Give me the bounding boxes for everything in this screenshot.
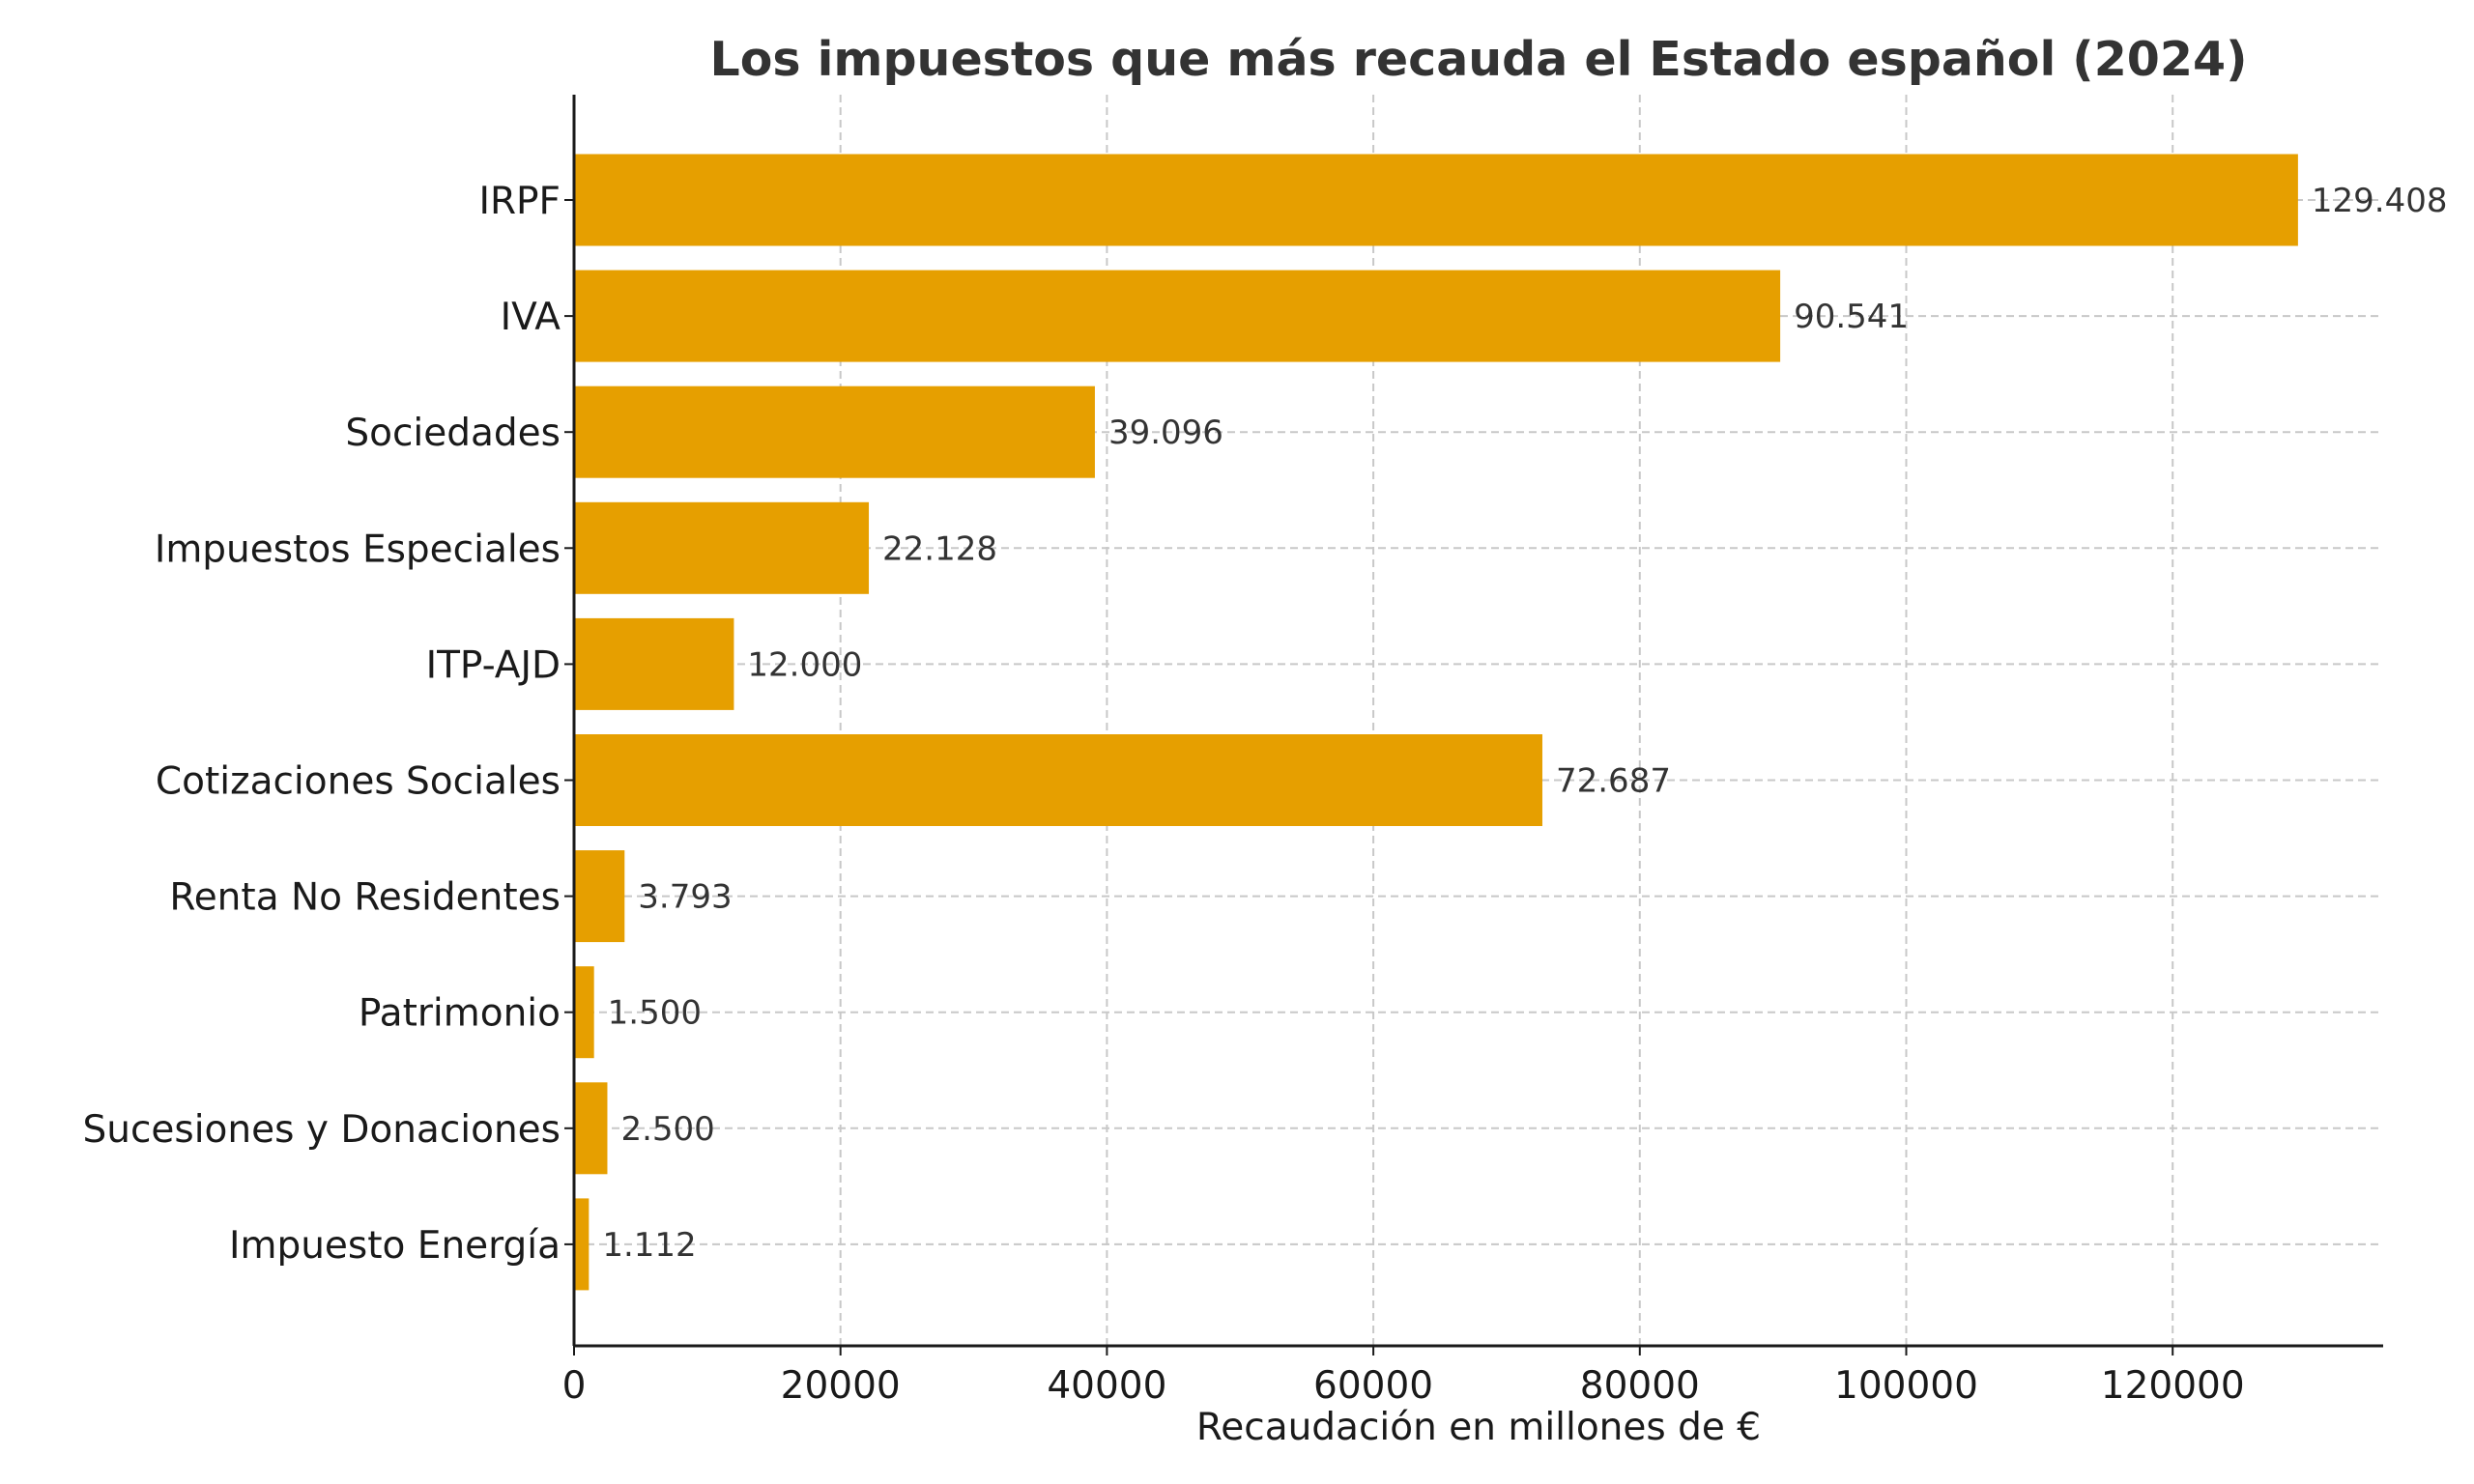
x-tick-label: 100000 <box>1834 1364 1978 1408</box>
x-axis-label: Recaudación en millones de € <box>1196 1406 1761 1449</box>
data-label: 1.500 <box>608 994 702 1033</box>
y-tick-label: IRPF <box>478 180 561 223</box>
y-tick-label: Impuestos Especiales <box>155 528 561 571</box>
x-tick-label: 40000 <box>1047 1364 1166 1408</box>
y-tick-label: Impuesto Energía <box>229 1224 561 1268</box>
x-tick-label: 0 <box>562 1364 587 1408</box>
data-label: 22.128 <box>882 529 997 568</box>
x-tick-label: 80000 <box>1580 1364 1700 1408</box>
data-label: 39.096 <box>1108 414 1223 452</box>
y-tick-label: Renta No Residentes <box>169 876 561 920</box>
y-tick-label: Patrimonio <box>359 992 561 1036</box>
x-tick-label: 120000 <box>2101 1364 2245 1408</box>
axes: 0 20000 40000 60000 80000 100000 120000 IRPF IVA… <box>82 95 2383 1408</box>
data-label: 2.500 <box>620 1110 714 1149</box>
y-tick-label: IVA <box>501 296 561 339</box>
y-tick-label: Sucesiones y Donaciones <box>82 1108 561 1152</box>
bar <box>574 617 734 710</box>
chart-title: Los impuestos que más recauda el Estado … <box>710 32 2248 87</box>
bar <box>574 270 1781 362</box>
data-label: 1.112 <box>602 1226 696 1265</box>
data-label: 90.541 <box>1794 298 1909 336</box>
bar <box>574 1082 608 1175</box>
data-label: 3.793 <box>638 878 732 917</box>
bar <box>574 1198 590 1291</box>
x-tick-label: 20000 <box>781 1364 901 1408</box>
bar <box>574 734 1542 826</box>
bar <box>574 154 2298 246</box>
data-label: 72.687 <box>1556 762 1671 801</box>
bar <box>574 385 1095 478</box>
y-tick-label: Cotizaciones Sociales <box>156 760 561 804</box>
data-label: 12.000 <box>747 645 862 684</box>
data-label: 129.408 <box>2312 182 2448 220</box>
x-tick-label: 60000 <box>1313 1364 1433 1408</box>
y-tick-label: Sociedades <box>345 412 561 455</box>
bar <box>574 966 594 1059</box>
bars: 129.408 90.541 39.096 22.128 12.000 72.687 3.7… <box>574 154 2448 1291</box>
bar <box>574 850 625 943</box>
y-tick-label: ITP-AJD <box>426 643 561 687</box>
bar <box>574 501 870 594</box>
